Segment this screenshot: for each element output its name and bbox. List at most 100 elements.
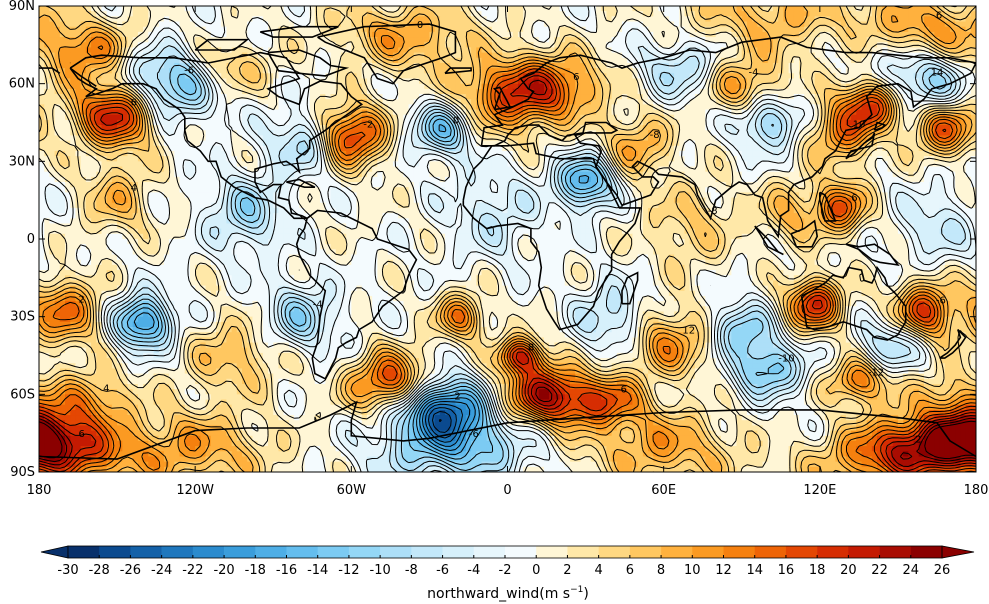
field-cell (111, 31, 118, 38)
field-cell (856, 62, 863, 69)
field-cell (75, 31, 82, 38)
field-cell (221, 135, 227, 142)
field-cell (700, 130, 706, 137)
field-cell (622, 11, 628, 17)
field-cell (923, 16, 930, 23)
field-cell (450, 62, 457, 69)
field-cell (85, 37, 92, 43)
field-cell (137, 57, 144, 64)
field-cell (439, 11, 446, 17)
field-cell (731, 78, 738, 85)
field-cell (195, 21, 201, 28)
field-cell (471, 83, 477, 90)
field-cell (736, 109, 743, 116)
field-cell (757, 26, 764, 33)
field-cell (632, 104, 639, 111)
field-cell (897, 47, 904, 54)
field-cell (382, 11, 389, 17)
field-cell (788, 62, 795, 69)
field-cell (679, 16, 686, 23)
field-cell (413, 47, 420, 54)
field-cell (366, 78, 373, 85)
field-cell (507, 6, 514, 12)
field-cell (398, 52, 404, 59)
field-cell (825, 68, 831, 74)
field-cell (153, 16, 160, 23)
field-cell (424, 88, 431, 95)
field-cell (793, 99, 800, 105)
field-cell (840, 37, 847, 43)
field-cell (944, 26, 951, 33)
field-cell (96, 11, 103, 17)
field-cell (226, 6, 233, 12)
field-cell (543, 11, 550, 17)
field-cell (622, 26, 628, 33)
field-cell (476, 16, 483, 23)
field-cell (424, 68, 431, 74)
field-cell (309, 47, 316, 54)
field-cell (642, 11, 649, 17)
field-cell (392, 6, 399, 12)
field-cell (497, 26, 503, 33)
field-cell (476, 62, 483, 69)
field-cell (538, 42, 545, 49)
field-cell (351, 31, 358, 38)
field-cell (710, 21, 717, 28)
field-cell (471, 31, 477, 38)
field-cell (575, 6, 581, 12)
field-cell (44, 99, 51, 105)
field-cell (497, 31, 503, 38)
field-cell (799, 16, 805, 23)
field-cell (908, 52, 915, 59)
field-cell (320, 6, 326, 12)
field-cell (127, 57, 134, 64)
field-cell (700, 140, 706, 147)
field-cell (65, 73, 71, 80)
field-cell (668, 6, 675, 12)
field-cell (215, 114, 222, 121)
field-cell (179, 26, 186, 33)
field-cell (252, 11, 259, 17)
field-cell (39, 73, 45, 80)
field-cell (346, 47, 352, 54)
field-cell (127, 145, 134, 152)
field-cell (757, 21, 764, 28)
field-cell (70, 6, 77, 12)
field-cell (856, 52, 863, 59)
field-cell (262, 42, 269, 49)
field-cell (819, 31, 826, 38)
field-cell (819, 68, 826, 74)
field-cell (242, 31, 248, 38)
field-cell (44, 104, 51, 111)
field-cell (273, 37, 280, 43)
field-cell (819, 26, 826, 33)
field-cell (606, 42, 613, 49)
field-cell (746, 37, 753, 43)
field-cell (903, 73, 909, 80)
field-cell (569, 62, 576, 69)
field-cell (117, 26, 123, 33)
field-cell (439, 78, 446, 85)
field-cell (231, 26, 238, 33)
field-cell (897, 130, 904, 137)
field-cell (825, 42, 831, 49)
field-cell (325, 26, 332, 33)
field-cell (205, 16, 212, 23)
field-cell (403, 88, 410, 95)
field-cell (934, 21, 941, 28)
field-cell (648, 68, 654, 74)
field-cell (429, 31, 436, 38)
field-cell (59, 11, 66, 17)
field-cell (309, 31, 316, 38)
field-cell (637, 57, 644, 64)
field-cell (127, 47, 134, 54)
field-cell (96, 62, 103, 69)
field-cell (585, 52, 592, 59)
field-cell (564, 52, 571, 59)
field-cell (288, 119, 295, 126)
field-cell (101, 37, 108, 43)
field-cell (793, 109, 800, 116)
field-cell (580, 37, 587, 43)
field-cell (720, 26, 727, 33)
field-cell (221, 130, 227, 137)
